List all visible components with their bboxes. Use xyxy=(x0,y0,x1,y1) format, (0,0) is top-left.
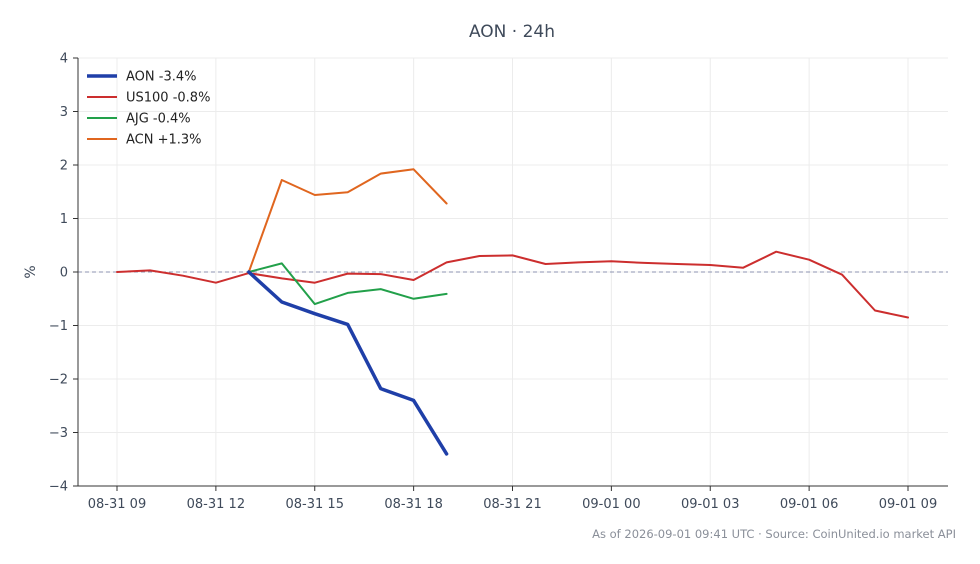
x-tick-label: 09-01 03 xyxy=(681,497,739,512)
x-tick-label: 08-31 09 xyxy=(88,497,146,512)
source-footnote: As of 2026-09-01 09:41 UTC · Source: Coi… xyxy=(592,527,956,541)
x-tick-label: 09-01 00 xyxy=(582,497,640,512)
y-tick-label: −2 xyxy=(49,373,68,388)
y-tick-label: 3 xyxy=(60,105,68,120)
y-tick-label: −3 xyxy=(49,426,68,441)
series-line-3 xyxy=(247,168,448,273)
x-tick-label: 08-31 18 xyxy=(384,497,442,512)
y-axis-label: % xyxy=(23,265,39,278)
y-tick-label: 2 xyxy=(60,159,68,174)
legend-label: ACN +1.3% xyxy=(126,133,202,148)
x-tick-label: 08-31 15 xyxy=(286,497,344,512)
legend-label: US100 -0.8% xyxy=(126,91,210,106)
x-tick-label: 09-01 06 xyxy=(780,497,838,512)
legend-label: AJG -0.4% xyxy=(126,112,191,127)
series-lines xyxy=(116,168,909,456)
y-axis-ticks: −4 −3 −2 −1 0 1 2 3 4 xyxy=(49,52,78,495)
x-tick-label: 09-01 09 xyxy=(879,497,937,512)
series-line-2 xyxy=(247,262,448,306)
x-tick-label: 08-31 21 xyxy=(483,497,541,512)
legend-label: AON -3.4% xyxy=(126,70,196,85)
y-tick-label: 0 xyxy=(60,266,68,281)
y-tick-label: −1 xyxy=(49,319,68,334)
chart-title: AON · 24h xyxy=(469,22,555,42)
x-tick-label: 08-31 12 xyxy=(187,497,245,512)
series-line-0 xyxy=(247,270,449,456)
y-tick-label: 1 xyxy=(60,212,68,227)
x-axis-ticks: 08-31 09 08-31 12 08-31 15 08-31 18 08-31 21… xyxy=(88,486,937,512)
legend: AON -3.4% US100 -0.8% AJG -0.4% ACN +1.3% xyxy=(87,70,210,148)
y-tick-label: −4 xyxy=(49,480,68,495)
y-tick-label: 4 xyxy=(60,52,68,67)
